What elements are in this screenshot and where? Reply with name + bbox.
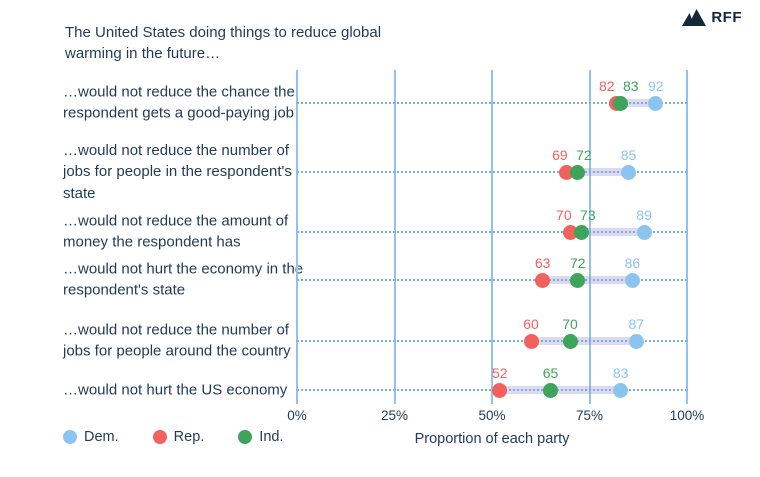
legend-dot-icon bbox=[63, 430, 77, 444]
brand-name: RFF bbox=[711, 9, 742, 26]
value-label-dem: 83 bbox=[612, 365, 629, 381]
x-tick-label-75: 75% bbox=[575, 408, 604, 423]
category-label: …would not hurt the economy in the respo… bbox=[63, 260, 304, 299]
dot-dem[interactable] bbox=[648, 95, 664, 111]
dot-ind[interactable] bbox=[542, 382, 558, 398]
value-label-rep: 52 bbox=[492, 365, 508, 381]
chart-title: The United States doing things to reduce… bbox=[65, 24, 382, 62]
legend-item-ind[interactable]: Ind. bbox=[238, 429, 283, 445]
plot-area: 82 83 92 69 72 85 70 73 89 63 72 86 60 70 87 52 65 83 bbox=[296, 70, 688, 404]
x-axis-ticks: 0% 25% 50% 75% 100% bbox=[287, 408, 704, 426]
dot-dem[interactable] bbox=[621, 164, 636, 180]
value-label-ind: 65 bbox=[542, 365, 559, 381]
x-tick-label-0: 0% bbox=[287, 408, 307, 423]
dot-rep[interactable] bbox=[562, 224, 578, 240]
gridline-50 bbox=[491, 70, 493, 404]
gridline-100 bbox=[686, 70, 688, 404]
legend-item-rep[interactable]: Rep. bbox=[152, 429, 205, 445]
value-label-ind: 83 bbox=[622, 78, 639, 94]
x-tick-label-25: 25% bbox=[380, 408, 409, 423]
value-label-dem: 86 bbox=[624, 255, 641, 271]
row-guide-line bbox=[297, 340, 687, 342]
gridline-75 bbox=[588, 70, 591, 404]
row-guide-line bbox=[297, 171, 687, 173]
x-tick-label-100: 100% bbox=[669, 408, 705, 423]
dot-ind[interactable] bbox=[570, 272, 586, 288]
category-label: …would not reduce the number of jobs for… bbox=[63, 321, 291, 360]
value-label-ind: 73 bbox=[580, 207, 596, 223]
value-label-ind: 72 bbox=[570, 255, 586, 271]
x-axis-title: Proportion of each party bbox=[414, 431, 570, 447]
value-label-dem: 85 bbox=[620, 147, 637, 163]
category-label: …would not reduce the chance the respond… bbox=[63, 83, 295, 122]
dot-rep[interactable] bbox=[492, 382, 508, 398]
legend: Dem. Rep. Ind. bbox=[63, 429, 283, 445]
category-label: …would not reduce the amount of money th… bbox=[63, 212, 289, 251]
x-tick-label-50: 50% bbox=[478, 408, 506, 423]
dot-dem[interactable] bbox=[636, 224, 652, 240]
dot-ind[interactable] bbox=[613, 95, 629, 111]
gridline-25 bbox=[393, 70, 396, 404]
row-guide-line bbox=[297, 279, 687, 281]
legend-dot-icon bbox=[152, 430, 167, 444]
category-label: …would not hurt the US economy bbox=[63, 381, 288, 399]
dot-dem[interactable] bbox=[613, 382, 629, 398]
value-label-dem: 92 bbox=[648, 78, 664, 94]
value-label-dem: 87 bbox=[628, 316, 645, 332]
category-label: …would not reduce the number of jobs for… bbox=[63, 142, 292, 202]
dot-ind[interactable] bbox=[562, 333, 578, 349]
dot-rep[interactable] bbox=[558, 164, 574, 180]
value-label-rep: 82 bbox=[598, 78, 615, 94]
dot-ind[interactable] bbox=[574, 224, 590, 240]
value-label-rep: 60 bbox=[523, 316, 539, 332]
mountain-icon bbox=[682, 9, 707, 26]
gridline-0 bbox=[296, 70, 298, 404]
value-label-rep: 63 bbox=[534, 255, 551, 271]
legend-label: Dem. bbox=[84, 429, 119, 445]
legend-label: Rep. bbox=[173, 429, 205, 445]
row-guide-line bbox=[297, 389, 687, 391]
dot-rep[interactable] bbox=[523, 333, 539, 349]
value-label-ind: 70 bbox=[562, 316, 578, 332]
value-label-rep: 69 bbox=[552, 147, 568, 163]
legend-item-dem[interactable]: Dem. bbox=[63, 429, 119, 445]
value-label-rep: 70 bbox=[556, 207, 572, 223]
row-guide-line bbox=[297, 102, 687, 104]
legend-label: Ind. bbox=[259, 429, 284, 445]
dot-dem[interactable] bbox=[624, 272, 640, 288]
value-label-ind: 72 bbox=[576, 147, 592, 163]
dot-ind[interactable] bbox=[570, 164, 586, 180]
rff-logo: RFF bbox=[682, 8, 742, 27]
dot-rep[interactable] bbox=[535, 272, 551, 288]
legend-dot-icon bbox=[238, 430, 253, 444]
category-labels: …would not reduce the chance the respond… bbox=[63, 70, 308, 404]
value-label-dem: 89 bbox=[636, 207, 652, 223]
dot-dem[interactable] bbox=[628, 333, 644, 349]
row-guide-line bbox=[297, 231, 687, 233]
